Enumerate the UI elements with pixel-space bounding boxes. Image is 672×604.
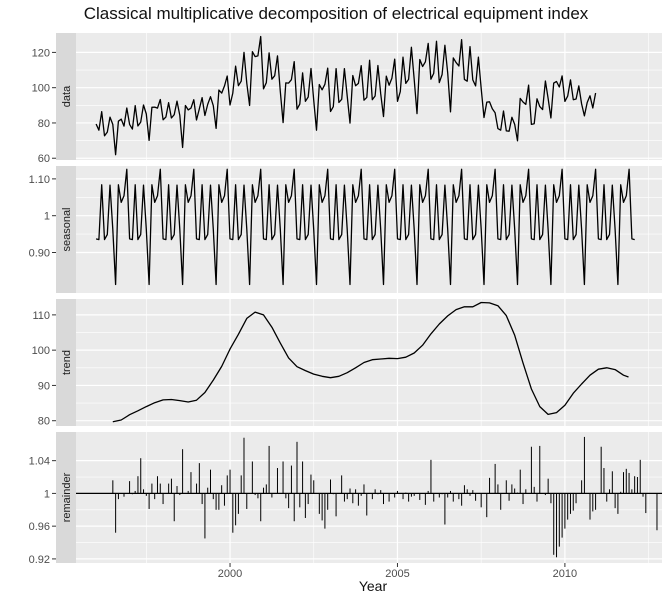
panel-remainder (76, 432, 662, 563)
chart-title: Classical multiplicative decomposition o… (83, 4, 589, 23)
series-data (95, 35, 597, 156)
y-tick-label: 1 (44, 488, 50, 500)
strip-seasonal (56, 166, 76, 293)
x-tick-label: 2000 (218, 568, 242, 580)
x-tick-label: 2010 (553, 568, 577, 580)
y-tick-label: 0.96 (29, 521, 50, 533)
strip-label-remainder: remainder (61, 472, 73, 522)
x-tick-label: 2005 (385, 568, 409, 580)
y-tick-label: 100 (32, 83, 50, 95)
y-tick-label: 0.92 (29, 554, 50, 566)
y-tick-label: 110 (32, 310, 50, 322)
y-tick-label: 1.10 (29, 174, 50, 186)
panel-trend (76, 299, 662, 426)
y-tick-label: 1 (44, 211, 50, 223)
y-tick-label: 120 (32, 47, 50, 59)
series-seasonal (95, 168, 635, 286)
y-tick-label: 100 (32, 345, 50, 357)
y-tick-label: 60 (38, 153, 50, 165)
strip-label-seasonal: seasonal (61, 207, 73, 251)
strip-remainder (56, 432, 76, 563)
y-tick-label: 80 (38, 118, 50, 130)
strip-label-trend: trend (61, 350, 73, 375)
x-axis-label: Year (358, 578, 388, 594)
y-tick-label: 80 (38, 416, 50, 428)
strip-data (56, 33, 76, 160)
strip-label-data: data (61, 85, 73, 107)
strip-trend (56, 299, 76, 426)
series-trend (112, 301, 629, 423)
y-tick-label: 0.90 (29, 248, 50, 260)
y-tick-label: 90 (38, 380, 50, 392)
y-tick-label: 1.04 (29, 456, 50, 468)
